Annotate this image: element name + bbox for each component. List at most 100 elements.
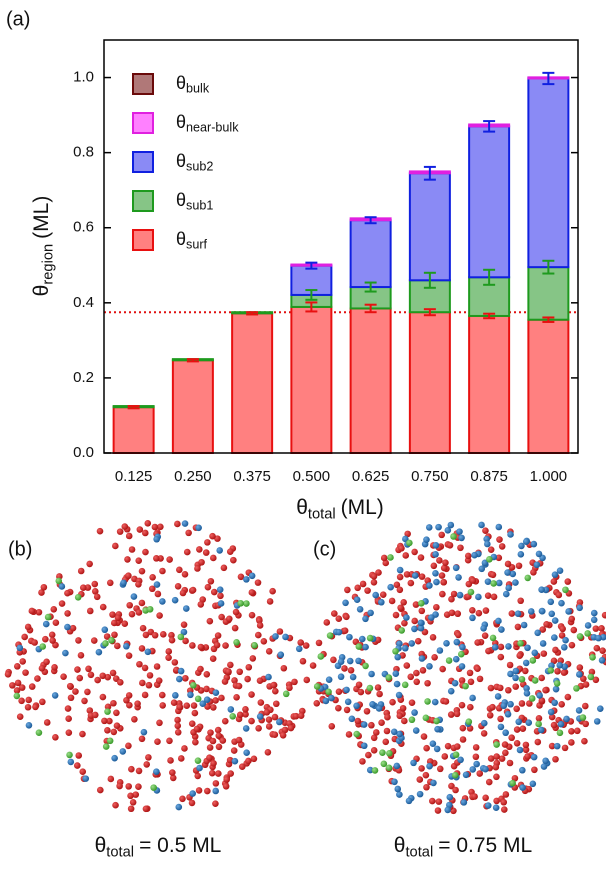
atom <box>176 675 183 683</box>
atom <box>498 626 505 633</box>
atom <box>330 656 337 664</box>
atom <box>523 685 530 692</box>
atom <box>458 701 466 709</box>
atom <box>513 739 521 747</box>
atom <box>390 728 398 736</box>
atom <box>174 716 181 724</box>
y-tick-label: 0.4 <box>73 294 94 311</box>
atom <box>408 699 416 706</box>
atom <box>374 684 382 691</box>
atom <box>467 703 474 711</box>
bar-segment <box>349 307 392 455</box>
atom <box>177 667 185 675</box>
atom <box>101 626 109 634</box>
atom <box>393 581 401 589</box>
panel-label: (b) <box>8 538 32 560</box>
atom <box>442 698 450 705</box>
atom <box>417 619 425 627</box>
atom <box>335 704 342 712</box>
atom <box>148 585 156 593</box>
atom <box>248 691 255 698</box>
atom <box>538 607 546 615</box>
error-bar <box>423 165 436 181</box>
atom <box>180 621 188 628</box>
atom <box>557 720 565 728</box>
atom <box>598 625 605 632</box>
atom <box>495 523 503 531</box>
atom <box>309 662 317 669</box>
atom <box>165 654 172 661</box>
atom <box>75 637 82 644</box>
atom <box>379 591 387 598</box>
atom <box>394 653 402 661</box>
atom <box>315 639 323 647</box>
atom <box>553 742 561 750</box>
atom <box>543 620 550 628</box>
atom <box>125 783 132 790</box>
atom <box>522 746 530 754</box>
atom <box>568 739 575 746</box>
atom <box>230 556 237 564</box>
atom <box>538 697 546 704</box>
atom <box>216 547 223 554</box>
atom <box>501 741 509 748</box>
atom <box>574 727 581 735</box>
atom <box>233 638 240 646</box>
atom <box>256 713 264 720</box>
atom <box>588 668 596 676</box>
atom <box>171 659 179 666</box>
atom <box>362 662 369 670</box>
atom <box>260 638 268 645</box>
atom <box>407 673 415 681</box>
atom <box>177 755 185 762</box>
atom <box>67 694 75 702</box>
atom <box>345 731 353 738</box>
atom <box>215 743 223 751</box>
atom <box>497 715 504 723</box>
subscript: region <box>40 244 56 285</box>
atom <box>110 728 118 736</box>
atom <box>231 757 239 765</box>
atom <box>411 617 419 625</box>
atom <box>104 726 111 734</box>
atom <box>194 565 201 572</box>
atom <box>480 719 488 727</box>
atom <box>22 669 29 676</box>
atom <box>598 657 606 664</box>
atom <box>471 793 478 800</box>
atom <box>469 614 476 622</box>
atom <box>537 726 545 734</box>
atom <box>248 611 256 619</box>
atom <box>435 798 443 805</box>
atom <box>251 641 258 649</box>
atom <box>50 606 58 613</box>
atom <box>373 729 380 736</box>
atom <box>370 573 378 580</box>
atom <box>206 744 214 751</box>
atom <box>193 725 201 733</box>
atom <box>135 609 143 616</box>
atom <box>386 750 393 757</box>
legend-swatch <box>132 73 154 95</box>
atom <box>555 591 563 599</box>
atom <box>198 558 205 566</box>
atom <box>16 713 24 721</box>
atom <box>69 624 77 632</box>
atom <box>426 762 433 770</box>
atom <box>552 755 559 763</box>
atom <box>508 610 516 617</box>
atom <box>423 536 430 543</box>
atom <box>433 603 440 611</box>
atom <box>102 743 110 750</box>
atom <box>18 684 26 691</box>
atom <box>212 780 220 787</box>
atom <box>212 689 220 696</box>
atom <box>24 703 32 711</box>
atom <box>535 550 543 558</box>
atom <box>127 805 135 813</box>
atom <box>119 748 127 755</box>
atom <box>366 766 374 774</box>
atom <box>540 763 548 770</box>
atom <box>399 704 407 712</box>
atom <box>359 758 366 765</box>
